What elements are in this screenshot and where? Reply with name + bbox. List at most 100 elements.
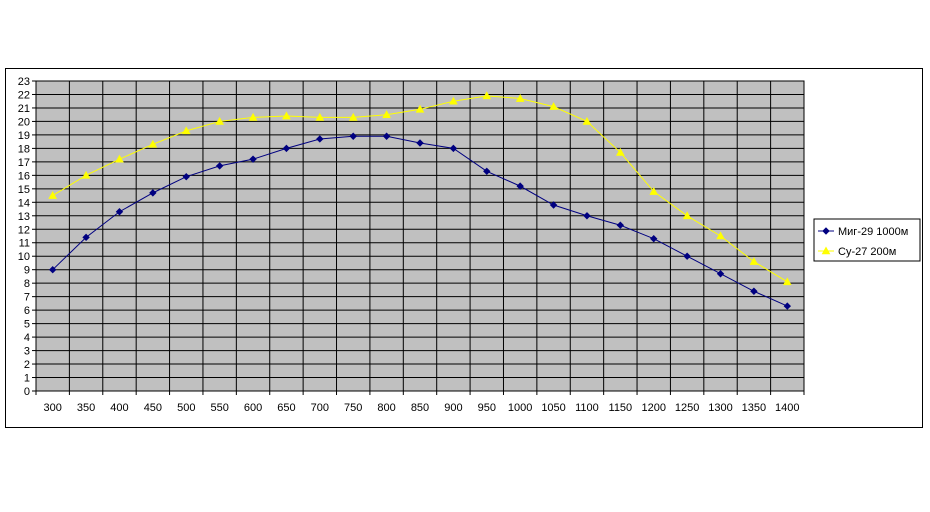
data-point	[348, 112, 358, 121]
y-tick-label: 3	[24, 346, 30, 358]
data-point	[716, 231, 725, 240]
data-point	[182, 172, 190, 181]
y-tick-label: 14	[18, 197, 30, 209]
series-2	[48, 91, 792, 286]
x-tick-label: 650	[277, 402, 295, 414]
data-point	[516, 182, 524, 190]
x-tick-label: 1400	[775, 402, 799, 414]
series-1	[48, 132, 792, 310]
y-tick-label: 7	[24, 292, 30, 304]
data-point	[149, 189, 157, 197]
y-tick-label: 12	[18, 224, 30, 236]
data-point	[215, 116, 225, 125]
data-point	[615, 147, 625, 156]
x-tick-label: 1000	[508, 402, 532, 414]
x-tick-label: 1200	[641, 402, 665, 414]
x-tick-label: 800	[377, 402, 395, 414]
data-point	[650, 234, 658, 243]
data-point	[549, 201, 558, 209]
data-point	[482, 91, 492, 100]
y-tick-label: 15	[18, 184, 30, 196]
data-point	[616, 221, 625, 229]
plot-background	[35, 80, 805, 392]
data-point	[583, 212, 591, 220]
data-point	[215, 162, 224, 170]
y-tick-label: 17	[18, 157, 30, 169]
legend-marker	[822, 227, 830, 235]
data-point	[782, 277, 792, 286]
data-point	[416, 139, 424, 147]
data-point	[449, 96, 458, 105]
legend-label: Миг-29 1000м	[838, 226, 908, 238]
data-point	[48, 265, 57, 274]
data-point	[582, 116, 592, 125]
data-point	[349, 132, 357, 140]
legend-label: Су-27 200м	[838, 246, 896, 258]
y-tick-label: 10	[18, 251, 30, 263]
y-tick-label: 6	[24, 305, 30, 317]
x-tick-label: 450	[144, 402, 162, 414]
data-point	[282, 111, 291, 120]
x-tick-label: 700	[311, 402, 329, 414]
y-tick-label: 2	[24, 359, 30, 371]
data-point	[716, 270, 725, 278]
y-tick-label: 8	[24, 278, 30, 290]
data-point	[749, 257, 759, 265]
x-tick-label: 1350	[742, 402, 766, 414]
chart-frame: 0 1 2 3 4 5 6 7 8 9 10 11 12 13 14 15 16 17 18 19 20 21 22 23 3…	[5, 68, 923, 428]
series-layer	[48, 91, 792, 310]
data-point	[682, 211, 692, 220]
y-tick-label: 18	[18, 143, 30, 155]
y-tick-label: 19	[18, 130, 30, 142]
legend-marker	[821, 246, 831, 255]
x-tick-label: 850	[411, 402, 429, 414]
x-tick-label: 1100	[575, 402, 599, 414]
x-tick-label: 600	[244, 402, 262, 414]
data-point	[382, 132, 391, 140]
data-point	[81, 170, 91, 179]
x-axis-tick-labels: 300 350 400 450 500 550 600 650 700 750 800 850 900 9…	[44, 402, 800, 414]
legend-box	[813, 218, 921, 262]
data-point	[115, 208, 124, 216]
y-tick-label: 1	[24, 373, 30, 385]
y-tick-label: 22	[18, 89, 30, 101]
legend: Миг-29 1000м Су-27 200м	[813, 218, 921, 262]
data-point	[750, 287, 758, 295]
data-point	[249, 155, 257, 163]
y-tick-label: 5	[24, 319, 30, 331]
x-tick-label: 900	[444, 402, 462, 414]
y-tick-label: 16	[18, 170, 30, 182]
plot-area	[32, 80, 805, 395]
data-point	[683, 252, 691, 260]
data-point	[783, 302, 792, 310]
data-point	[115, 154, 124, 163]
y-tick-label: 21	[18, 103, 30, 115]
data-point	[248, 112, 258, 121]
data-point	[415, 104, 425, 113]
y-tick-label: 13	[18, 211, 30, 223]
y-tick-label: 23	[18, 76, 30, 88]
x-tick-label: 350	[77, 402, 95, 414]
data-point	[449, 144, 458, 153]
data-point	[382, 110, 391, 118]
data-point	[282, 144, 291, 153]
x-tick-label: 1250	[675, 402, 699, 414]
data-point	[82, 233, 90, 242]
y-tick-label: 0	[24, 386, 30, 398]
data-point	[649, 186, 659, 195]
x-tick-label: 500	[177, 402, 195, 414]
x-tick-label: 550	[210, 402, 228, 414]
data-point	[549, 102, 558, 110]
x-tick-label: 1150	[609, 402, 633, 414]
data-point	[515, 93, 525, 102]
x-tick-label: 750	[344, 402, 362, 414]
x-tick-label: 300	[44, 402, 62, 414]
x-tick-label: 400	[110, 402, 128, 414]
data-point	[315, 112, 325, 121]
x-tick-label: 950	[478, 402, 496, 414]
data-point	[483, 167, 491, 176]
y-tick-label: 4	[24, 332, 30, 344]
data-point	[316, 135, 324, 143]
